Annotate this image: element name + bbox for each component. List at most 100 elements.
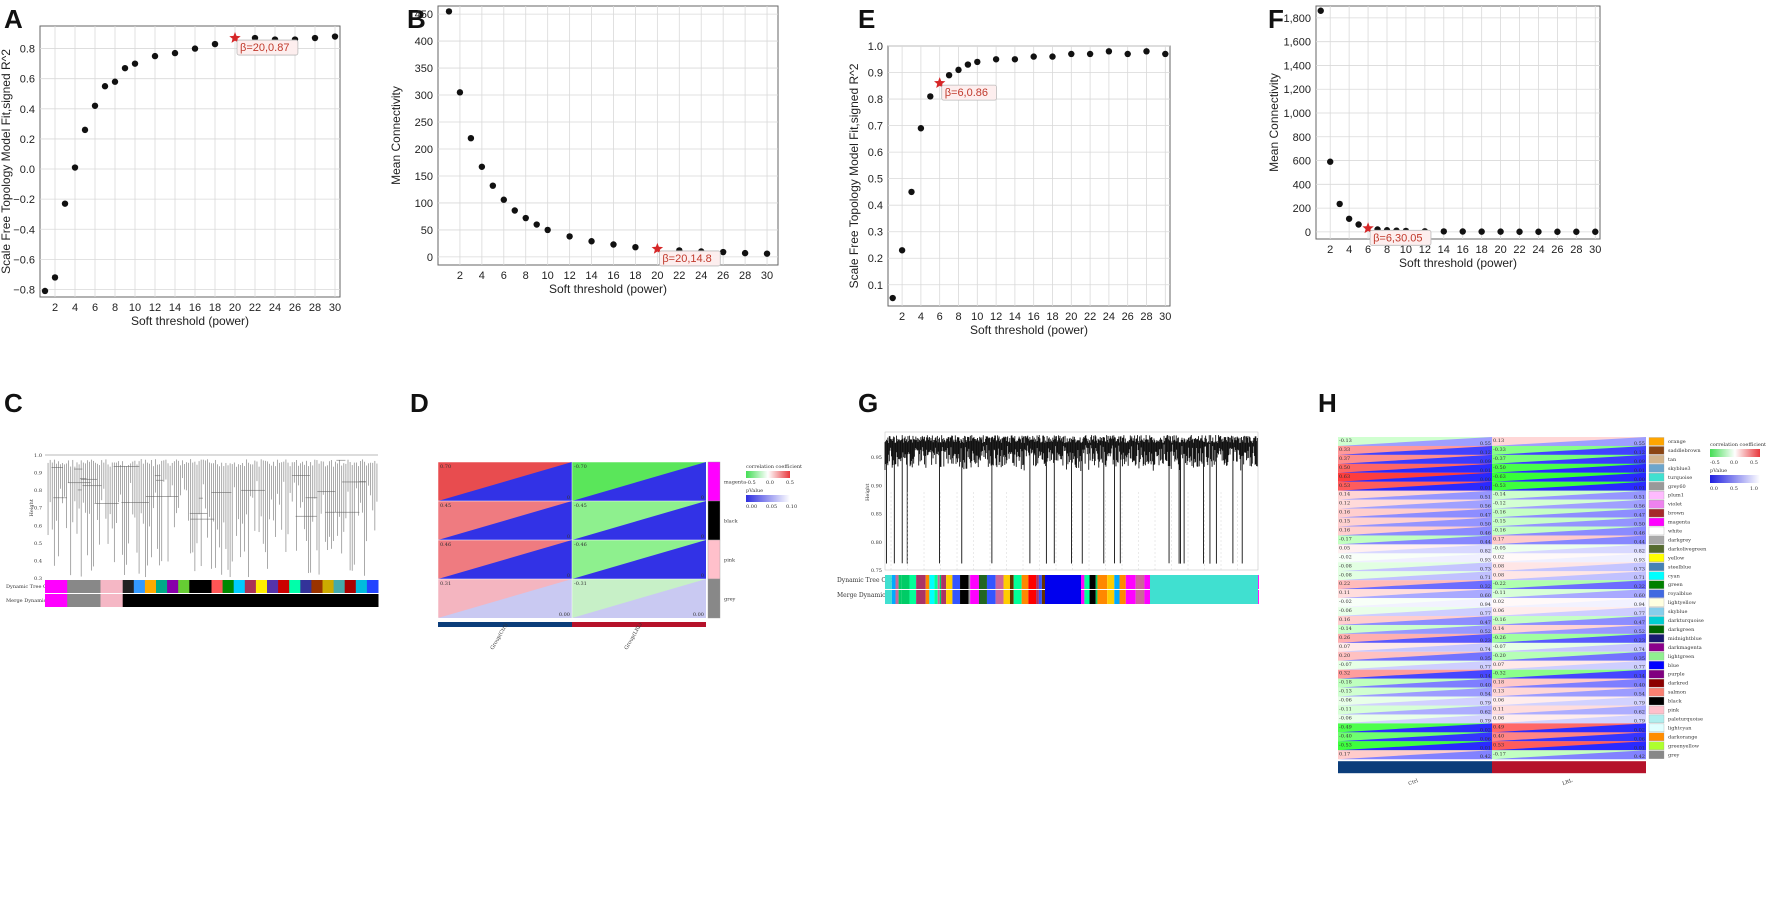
x-tick-label: 20 (1065, 311, 1077, 323)
group-bar-lrl (572, 622, 706, 627)
module-color-cell (366, 580, 379, 593)
heat-cell-pvalue (1338, 437, 1492, 446)
column-label: Ctrl (1408, 778, 1420, 787)
highlight-star (934, 77, 946, 88)
cell-p-value: 0.74 (1480, 647, 1491, 653)
x-tick-label: 26 (289, 302, 301, 314)
heat-cell-pvalue (1338, 463, 1492, 473)
module-swatch (1648, 491, 1665, 500)
cell-corr-value: 0.05 (1339, 545, 1350, 551)
x-tick-label: 28 (739, 270, 751, 282)
merged-color-cell (968, 590, 971, 604)
data-point (945, 71, 953, 79)
x-tick-label: 24 (695, 270, 707, 282)
data-point (588, 238, 595, 245)
highlight-label: β=20,14.8 (662, 253, 711, 265)
merged-color-cell (952, 590, 961, 604)
heat-cell-pvalue (1338, 454, 1492, 464)
chart-a: 2 4 6 8 10 12 14 16 18 20 22 24 26 28 30−0.8−0.6−0.4−0… (0, 25, 341, 328)
heat-cell-pvalue (1338, 580, 1492, 590)
module-swatch (1648, 446, 1665, 455)
cell-p-value: 0.35 (1480, 656, 1491, 662)
data-point (964, 61, 972, 68)
y-axis-label: Height (29, 499, 35, 516)
merged-color-cell (1097, 590, 1108, 604)
data-point (1162, 50, 1169, 58)
module-color-cell (1041, 575, 1048, 589)
x-tick-label: 18 (629, 270, 641, 282)
merged-color-cell (100, 594, 113, 607)
module-color-cell (937, 575, 940, 589)
x-tick-label: 22 (1084, 311, 1096, 323)
module-color-cell (200, 580, 212, 593)
panel-label-g: G (858, 388, 879, 418)
cell-corr-value: -0.14 (1493, 492, 1506, 498)
data-point (1105, 48, 1113, 55)
module-color-cell (156, 580, 168, 593)
y-tick-label: 0 (1305, 227, 1311, 239)
y-axis-label: Height (865, 484, 871, 501)
legend-tick: 0.0 (1710, 486, 1718, 492)
y-tick-label: 0.8 (868, 94, 883, 106)
y-tick-label: 0.2 (20, 134, 35, 146)
heat-cell-corr (1492, 616, 1646, 625)
data-point (763, 250, 771, 257)
cell-p-value: 0.00 (693, 612, 704, 618)
merged-color-cell (222, 594, 235, 607)
cell-p-value: 0.40 (1480, 683, 1491, 689)
data-point (41, 287, 49, 295)
legend-tick: 0.5 (786, 480, 794, 486)
cell-p-value: 0.79 (1634, 718, 1645, 724)
y-tick-label: 0.1 (868, 280, 883, 292)
module-name: saddlebrown (1668, 448, 1701, 454)
cell-corr-value: -0.53 (1493, 483, 1506, 489)
panel-label-h: H (1318, 388, 1337, 418)
module-swatch (1648, 508, 1665, 518)
heat-cell-pvalue (1338, 616, 1492, 625)
merged-color-cell (1089, 590, 1096, 604)
module-name: brown (1668, 511, 1685, 517)
merged-color-cell (1028, 590, 1037, 604)
cell-corr-value: 0.20 (1339, 653, 1350, 659)
data-point (211, 40, 219, 48)
cell-corr-value: -0.07 (1339, 662, 1352, 668)
heat-cell-pvalue (1338, 696, 1492, 706)
merged-color-cell (244, 594, 257, 607)
module-name: darkturquoise (1668, 618, 1704, 624)
module-name: darkgreen (1668, 627, 1695, 633)
merged-color-cell (1135, 590, 1145, 604)
data-point (898, 247, 906, 254)
y-tick-label: 1.0 (34, 453, 42, 459)
heat-cell-pvalue (1338, 669, 1492, 679)
data-point (151, 52, 159, 60)
highlight-label-box (658, 250, 721, 267)
cell-corr-value: 0.06 (1493, 608, 1504, 614)
cell-corr-value: 0.08 (1493, 563, 1504, 569)
heat-cell-pvalue (1492, 437, 1646, 446)
module-color-cell (111, 580, 124, 593)
data-point (1317, 7, 1324, 14)
merged-color-cell (1080, 590, 1085, 604)
x-tick-label: 12 (149, 302, 161, 314)
heat-cell-pvalue (1338, 705, 1492, 715)
merged-color-cell (898, 590, 902, 604)
cell-p-value: 0.01 (1480, 745, 1491, 751)
cell-corr-value: 0.53 (1493, 742, 1504, 748)
heat-cell-pvalue (1338, 472, 1492, 482)
cell-p-value: 0.54 (1480, 692, 1491, 698)
data-point (889, 294, 896, 302)
cell-corr-value: -0.32 (1493, 671, 1506, 677)
heat-cell-corr (1492, 687, 1646, 697)
cell-corr-value: -0.06 (1339, 698, 1352, 704)
cell-corr-value: -0.08 (1339, 572, 1352, 578)
data-point (467, 134, 475, 142)
panel-label-b: B (407, 4, 426, 34)
cell-corr-value: -0.08 (1339, 563, 1352, 569)
x-tick-label: 8 (112, 302, 118, 314)
cell-p-value: 0.35 (1634, 656, 1645, 662)
y-tick-label: 400 (415, 36, 433, 48)
data-point (522, 214, 529, 222)
x-tick-label: 26 (1122, 311, 1134, 323)
cell-p-value: 0.82 (1634, 548, 1645, 554)
cell-corr-value: 0.14 (1339, 492, 1350, 498)
